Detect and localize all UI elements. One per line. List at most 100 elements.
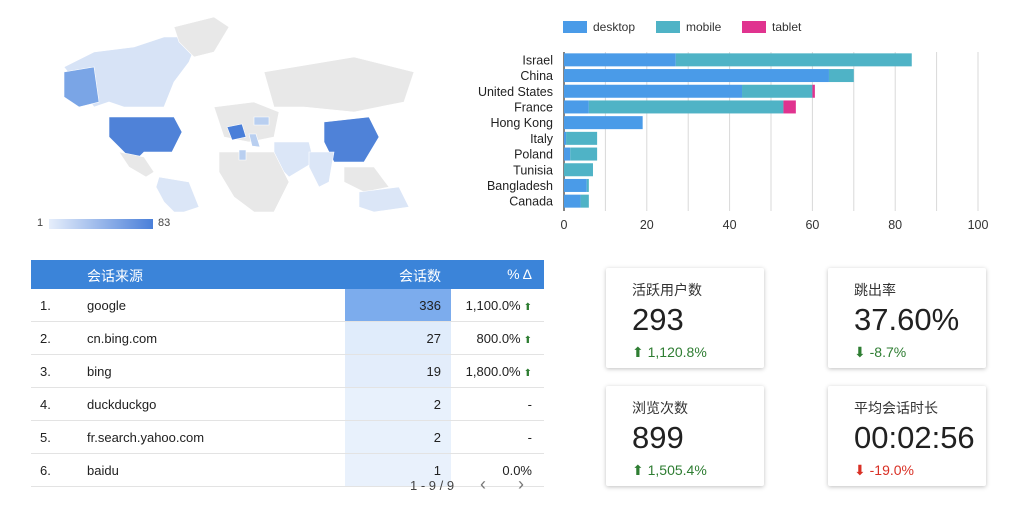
- category-label: Canada: [509, 195, 553, 209]
- bar-mobile[interactable]: [588, 100, 784, 114]
- row-index: 4.: [40, 397, 51, 412]
- sessions-heat-cell: [345, 454, 451, 486]
- map-scale-min: 1: [37, 217, 44, 229]
- row-sessions: 2: [433, 397, 441, 412]
- category-label: China: [520, 69, 553, 83]
- row-source: baidu: [87, 463, 119, 478]
- bar-tablet[interactable]: [812, 84, 815, 98]
- bar-mobile[interactable]: [828, 69, 854, 83]
- legend-swatch-tablet: [742, 21, 766, 33]
- kpi-card-bounce-rate[interactable]: 跳出率 37.60% ⬇ -8.7%: [828, 268, 986, 368]
- sessions-heat-cell: [345, 421, 451, 453]
- x-tick-label: 100: [968, 218, 989, 232]
- pagination-label: 1 - 9 / 9: [410, 478, 455, 493]
- legend-item-tablet[interactable]: tablet: [742, 20, 801, 34]
- row-pct-change: -: [527, 397, 532, 412]
- row-index: 3.: [40, 364, 51, 379]
- bar-tablet[interactable]: [783, 100, 796, 114]
- bar-desktop[interactable]: [564, 131, 567, 145]
- world-map[interactable]: [24, 12, 424, 212]
- map-region-africa: [218, 151, 290, 212]
- map-region-poland: [253, 116, 270, 126]
- bar-desktop[interactable]: [564, 178, 587, 192]
- x-tick-label: 80: [888, 218, 902, 232]
- map-region-greenland: [173, 16, 230, 58]
- row-sessions: 1: [433, 463, 441, 478]
- table-row[interactable]: 1. google 336 1,100.0% ⬆: [31, 289, 544, 322]
- kpi-card-active-users[interactable]: 活跃用户数 293 ⬆ 1,120.8%: [606, 268, 764, 368]
- table-header: 会话来源 会话数 % Δ: [31, 260, 544, 289]
- legend-label: mobile: [686, 20, 722, 34]
- kpi-delta: ⬇ -19.0%: [854, 462, 914, 478]
- legend-item-desktop[interactable]: desktop: [563, 20, 635, 34]
- row-source: duckduckgo: [87, 397, 157, 412]
- row-sessions: 27: [426, 331, 441, 346]
- bar-mobile[interactable]: [566, 131, 598, 145]
- row-index: 1.: [40, 298, 51, 313]
- kpi-card-pageviews[interactable]: 浏览次数 899 ⬆ 1,505.4%: [606, 386, 764, 486]
- bar-mobile[interactable]: [742, 84, 813, 98]
- legend-label: desktop: [593, 20, 636, 34]
- next-page-button[interactable]: ›: [518, 474, 524, 494]
- row-pct-change: 1,800.0% ⬆: [465, 364, 532, 379]
- kpi-title: 平均会话时长: [854, 400, 938, 416]
- map-region-united-states: [108, 116, 183, 163]
- bar-desktop[interactable]: [564, 147, 571, 161]
- table-body: 1. google 336 1,100.0% ⬆ 2. cn.bing.com 27 800.0…: [31, 289, 544, 487]
- kpi-delta: ⬆ 1,505.4%: [632, 462, 707, 478]
- map-region-russia: [263, 56, 415, 113]
- bar-mobile[interactable]: [586, 178, 589, 192]
- table-row[interactable]: 6. baidu 1 0.0%: [31, 454, 544, 487]
- map-region-tunisia: [238, 149, 247, 161]
- trend-up-icon: ⬆: [523, 302, 532, 313]
- bar-desktop[interactable]: [564, 69, 829, 83]
- bar-mobile[interactable]: [564, 163, 593, 177]
- bar-desktop[interactable]: [564, 194, 581, 208]
- x-tick-label: 20: [640, 218, 654, 232]
- previous-page-button[interactable]: ‹: [480, 474, 486, 494]
- bar-mobile[interactable]: [580, 194, 589, 208]
- category-label: Hong Kong: [490, 116, 553, 130]
- kpi-card-avg-session-duration[interactable]: 平均会话时长 00:02:56 ⬇ -19.0%: [828, 386, 986, 486]
- category-label: France: [514, 100, 553, 114]
- map-region-alaska: [63, 66, 100, 108]
- sessions-heat-cell: [345, 388, 451, 420]
- sessions-heat-cell: [345, 322, 451, 354]
- kpi-delta: ⬇ -8.7%: [854, 344, 907, 360]
- bar-desktop[interactable]: [564, 100, 589, 114]
- category-label: Bangladesh: [487, 179, 553, 193]
- x-tick-label: 0: [561, 218, 568, 232]
- bar-desktop[interactable]: [564, 53, 676, 67]
- bar-desktop[interactable]: [564, 84, 743, 98]
- table-row[interactable]: 5. fr.search.yahoo.com 2 -: [31, 421, 544, 454]
- header-source[interactable]: 会话来源: [87, 268, 143, 284]
- row-source: bing: [87, 364, 112, 379]
- table-row[interactable]: 2. cn.bing.com 27 800.0% ⬆: [31, 322, 544, 355]
- bar-mobile[interactable]: [570, 147, 598, 161]
- map-region-italy: [248, 133, 261, 148]
- trend-up-icon: ⬆: [523, 335, 532, 346]
- bar-mobile[interactable]: [675, 53, 912, 67]
- row-pct-change: 800.0% ⬆: [476, 331, 532, 346]
- legend-item-mobile[interactable]: mobile: [656, 20, 721, 34]
- row-index: 6.: [40, 463, 51, 478]
- table-row[interactable]: 4. duckduckgo 2 -: [31, 388, 544, 421]
- map-region-canada: [63, 36, 200, 108]
- map-region-south-america: [155, 176, 200, 212]
- kpi-value: 37.60%: [854, 302, 960, 337]
- category-label: Israel: [522, 53, 553, 67]
- header-pct-change[interactable]: % Δ: [507, 266, 532, 282]
- down-arrow-icon: ⬇: [854, 462, 866, 478]
- row-source: cn.bing.com: [87, 331, 158, 346]
- up-arrow-icon: ⬆: [632, 344, 644, 360]
- row-index: 2.: [40, 331, 51, 346]
- row-pct-change: 0.0%: [502, 463, 532, 478]
- kpi-value: 293: [632, 302, 684, 337]
- row-index: 5.: [40, 430, 51, 445]
- header-sessions[interactable]: 会话数: [399, 268, 441, 284]
- table-row[interactable]: 3. bing 19 1,800.0% ⬆: [31, 355, 544, 388]
- bar-desktop[interactable]: [564, 116, 643, 130]
- kpi-title: 跳出率: [854, 282, 896, 298]
- category-label: United States: [478, 85, 553, 99]
